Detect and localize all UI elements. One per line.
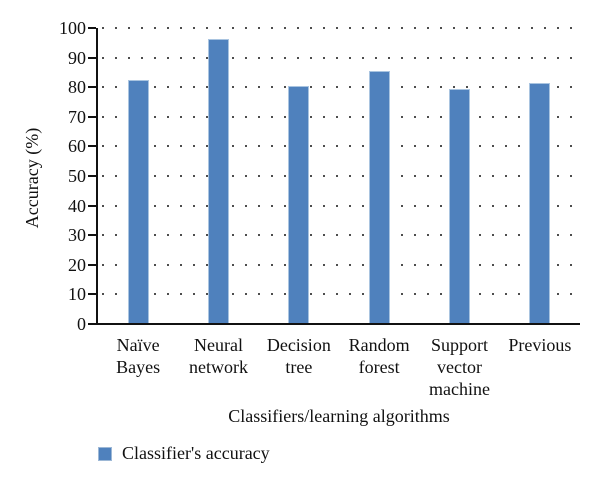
y-axis-tick-label-40: 40: [68, 195, 86, 216]
bar-random-forest: [368, 71, 390, 323]
gridline-30: [102, 234, 580, 237]
gridline-20: [102, 263, 580, 266]
y-axis-tick-0: [88, 323, 96, 325]
y-axis-tick-10: [88, 293, 96, 296]
bar-previous: [529, 83, 551, 323]
y-axis-line: [96, 28, 98, 325]
y-axis-tick-30: [88, 234, 96, 237]
x-category-label-6: Previous: [508, 335, 572, 355]
bar-decision-tree: [288, 86, 310, 323]
x-category-label-1: Naïve Bayes: [116, 335, 161, 377]
y-axis-tick-label-80: 80: [68, 77, 86, 98]
y-axis-tick-label-10: 10: [68, 284, 86, 305]
legend-label: Classifier's accuracy: [122, 443, 270, 463]
y-axis-tick-60: [88, 145, 96, 148]
y-axis-tick-label-30: 30: [68, 225, 86, 246]
gridline-100: [102, 27, 580, 29]
y-axis-tick-label-60: 60: [68, 136, 86, 157]
x-category-label-3: Decision tree: [266, 335, 331, 377]
x-category-label-4: Random forest: [348, 335, 410, 377]
y-axis-tick-20: [88, 263, 96, 266]
x-category-label-5: Support vector machine: [429, 335, 490, 399]
y-axis-tick-40: [88, 204, 96, 207]
y-axis-tick-80: [88, 86, 96, 89]
y-axis-tick-label-90: 90: [68, 47, 86, 68]
bar-neural-network: [208, 38, 229, 323]
gridline-80: [102, 86, 580, 89]
y-axis-tick-label-70: 70: [68, 106, 86, 127]
legend-swatch: [98, 447, 112, 461]
y-axis-tick-label-100: 100: [59, 18, 86, 38]
gridline-50: [102, 175, 580, 177]
y-axis-tick-50: [88, 175, 96, 177]
gridline-40: [102, 204, 580, 207]
y-axis-tick-100: [88, 27, 96, 29]
bar-na-ve-bayes: [127, 80, 149, 323]
gridline-90: [102, 56, 580, 59]
x-category-label-2: Neural network: [189, 335, 248, 377]
y-axis-title: Accuracy (%): [22, 127, 42, 229]
y-axis-tick-70: [88, 115, 96, 118]
x-axis-line: [96, 323, 580, 325]
bar-support-vector-machine: [449, 89, 470, 323]
y-axis-tick-label-20: 20: [68, 254, 86, 275]
gridline-60: [102, 145, 580, 148]
gridline-10: [102, 293, 580, 296]
gridline-70: [102, 115, 580, 118]
y-axis-tick-90: [88, 56, 96, 59]
y-axis-tick-label-50: 50: [68, 166, 86, 186]
y-axis-tick-label-0: 0: [77, 314, 86, 334]
x-axis-title: Classifiers/learning algorithms: [228, 406, 450, 426]
